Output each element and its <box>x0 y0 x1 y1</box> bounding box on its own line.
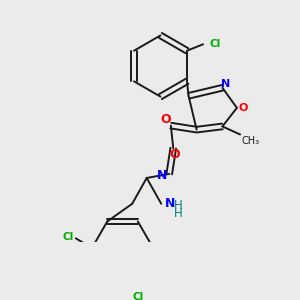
Text: N: N <box>164 197 175 210</box>
Text: N: N <box>221 79 230 89</box>
Text: H: H <box>174 199 183 212</box>
Text: Cl: Cl <box>132 292 143 300</box>
Text: CH₃: CH₃ <box>242 136 260 146</box>
Text: Cl: Cl <box>209 39 221 49</box>
Text: O: O <box>160 113 170 126</box>
Text: O: O <box>238 103 248 113</box>
Text: Cl: Cl <box>63 232 74 242</box>
Text: O: O <box>169 148 180 161</box>
Text: N: N <box>157 169 167 182</box>
Text: H: H <box>174 207 183 220</box>
